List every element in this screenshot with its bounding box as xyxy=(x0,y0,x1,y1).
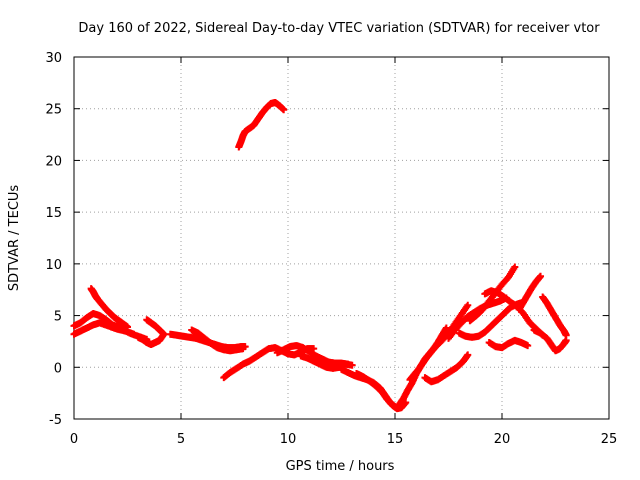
y-tick-label: 20 xyxy=(45,154,62,169)
data-point xyxy=(391,403,399,411)
x-tick-labels: 0 5 10 15 20 25 xyxy=(70,432,617,447)
series-sat-t xyxy=(515,272,545,313)
x-tick-label: 25 xyxy=(601,432,618,447)
series-sat-v xyxy=(539,293,570,339)
data-point xyxy=(130,330,138,338)
x-tick-label: 20 xyxy=(494,432,511,447)
axis-ticks xyxy=(73,56,610,420)
data-point xyxy=(239,345,247,353)
data-point xyxy=(464,301,472,309)
data-point xyxy=(562,336,570,344)
series-sat-b xyxy=(70,319,138,338)
x-tick-label: 10 xyxy=(280,432,297,447)
data-marks xyxy=(70,99,570,413)
y-axis-label: SDTVAR / TECUs xyxy=(7,185,22,292)
x-tick-label: 0 xyxy=(70,432,78,447)
data-point xyxy=(310,345,318,353)
y-tick-label: 0 xyxy=(54,361,62,376)
data-point xyxy=(348,361,356,369)
series-sat-n xyxy=(406,301,472,384)
series-sat-o xyxy=(421,351,472,386)
y-tick-label: -5 xyxy=(49,413,62,428)
data-point xyxy=(511,263,519,271)
x-axis-label: GPS time / hours xyxy=(286,459,395,474)
chart-title: Day 160 of 2022, Sidereal Day-to-day VTE… xyxy=(78,21,600,36)
series-sat-j xyxy=(297,352,356,372)
data-point xyxy=(124,323,131,331)
plot-frame xyxy=(73,56,610,420)
y-tick-label: 10 xyxy=(45,258,62,273)
y-tick-label: 5 xyxy=(54,310,62,325)
y-tick-label: 15 xyxy=(45,206,62,221)
data-point xyxy=(464,351,472,359)
series-sat-c xyxy=(87,285,131,331)
series-sat-f xyxy=(188,326,247,355)
series-sat-u xyxy=(485,336,532,352)
y-tick-label: 30 xyxy=(45,51,62,66)
series-sat-d xyxy=(134,316,168,349)
grid xyxy=(74,57,609,419)
series-sat-l xyxy=(352,369,399,411)
x-tick-label: 15 xyxy=(387,432,404,447)
y-tick-labels: -5 0 5 10 15 20 25 30 xyxy=(45,51,62,428)
series-sat-g xyxy=(235,99,288,151)
data-point xyxy=(280,106,288,114)
data-point xyxy=(134,333,142,341)
x-tick-label: 5 xyxy=(177,432,185,447)
series-sat-w xyxy=(530,326,570,355)
data-point xyxy=(537,272,545,280)
y-tick-label: 25 xyxy=(45,103,62,118)
data-point xyxy=(524,342,532,350)
